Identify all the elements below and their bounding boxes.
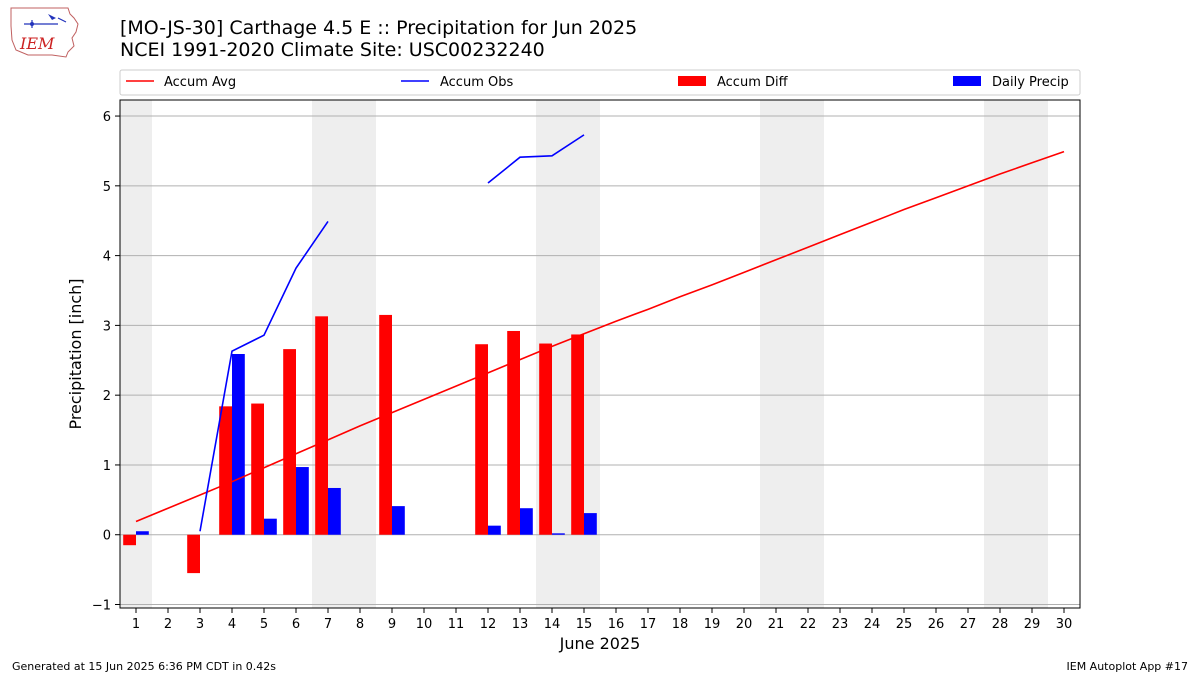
y-tick-label: 3	[103, 319, 111, 334]
accum-diff-bar-day-7	[315, 316, 328, 535]
y-tick-label: 5	[103, 180, 111, 195]
legend-swatch-daily-precip	[953, 76, 981, 86]
daily-precip-bar-day-4	[232, 354, 245, 535]
y-axis-label: Precipitation [inch]	[66, 278, 85, 429]
accum-diff-bar-day-4	[219, 406, 232, 535]
accum-diff-bar-day-1	[123, 534, 136, 546]
daily-precip-bar-day-15	[584, 513, 597, 535]
x-tick-label: 9	[388, 617, 396, 632]
plot-frame	[119, 99, 1081, 609]
legend-label-accum-diff: Accum Diff	[717, 75, 789, 90]
legend-label-daily-precip: Daily Precip	[992, 75, 1069, 90]
x-tick-label: 20	[736, 617, 753, 632]
x-tick-label: 6	[292, 617, 300, 632]
accum-diff-bar-day-3	[187, 534, 200, 574]
chart-title: [MO-JS-30] Carthage 4.5 E :: Precipitati…	[120, 17, 638, 39]
x-tick-label: 25	[896, 617, 913, 632]
daily-precip-bar-day-14	[552, 533, 565, 535]
y-tick-label: 6	[103, 110, 111, 125]
y-tick-label: 4	[103, 250, 111, 265]
legend-box	[119, 69, 1081, 96]
grid-lines	[120, 115, 1080, 606]
weekend-shade-1	[312, 100, 376, 608]
x-tick-label: 30	[1056, 617, 1073, 632]
y-tick-label: 0	[103, 529, 111, 544]
accum-diff-bar-day-6	[283, 349, 296, 535]
accum-avg-line	[135, 150, 1065, 523]
weekend-shade-2	[536, 100, 600, 608]
x-tick-label: 7	[324, 617, 332, 632]
y-tick-label: 2	[103, 389, 111, 404]
weekend-shade-3	[760, 100, 824, 608]
x-tick-label: 10	[416, 617, 433, 632]
x-tick-label: 18	[672, 617, 689, 632]
accum-diff-bar-day-14	[539, 343, 552, 535]
bars	[123, 314, 597, 574]
chart-subtitle: NCEI 1991-2020 Climate Site: USC00232240	[120, 39, 545, 61]
daily-precip-bar-day-5	[264, 518, 277, 535]
accum-diff-bar-day-5	[251, 403, 264, 535]
iem-logo: IEM	[10, 7, 79, 58]
y-tick-label: 1	[103, 459, 111, 474]
x-tick-label: 4	[228, 617, 236, 632]
x-tick-label: 1	[132, 617, 140, 632]
x-tick-label: 16	[608, 617, 625, 632]
daily-precip-bar-day-1	[136, 531, 149, 535]
daily-precip-bar-day-9	[392, 506, 405, 535]
x-axis-label: June 2025	[559, 634, 641, 653]
daily-precip-bar-day-7	[328, 487, 341, 535]
daily-precip-bar-day-13	[520, 508, 533, 535]
legend: Accum Avg Accum Obs Accum Diff Daily Pre…	[119, 69, 1081, 96]
footer-app: IEM Autoplot App #17	[1066, 660, 1189, 673]
x-tick-label: 3	[196, 617, 204, 632]
x-tick-label: 12	[480, 617, 497, 632]
accum-diff-bar-day-13	[507, 330, 520, 535]
accum-diff-bar-day-12	[475, 344, 488, 535]
x-tick-label: 8	[356, 617, 364, 632]
x-tick-label: 5	[260, 617, 268, 632]
daily-precip-bar-day-12	[488, 525, 501, 535]
y-tick-label: −1	[92, 599, 111, 614]
accum-diff-bar-day-15	[571, 334, 584, 535]
x-tick-label: 21	[768, 617, 785, 632]
x-tick-label: 13	[512, 617, 529, 632]
x-tick-label: 27	[960, 617, 977, 632]
accum-obs-line-segment-1	[487, 134, 585, 184]
x-tick-label: 14	[544, 617, 561, 632]
x-tick-label: 15	[576, 617, 593, 632]
weekend-shade-0	[120, 100, 152, 608]
x-tick-label: 11	[448, 617, 465, 632]
legend-label-accum-obs: Accum Obs	[440, 75, 513, 90]
x-tick-label: 26	[928, 617, 945, 632]
daily-precip-bar-day-6	[296, 467, 309, 535]
weekend-shading	[120, 100, 1048, 608]
x-tick-label: 28	[992, 617, 1009, 632]
accum-obs-line-segment-0	[199, 220, 329, 532]
x-tick-label: 24	[864, 617, 881, 632]
logo-text: IEM	[19, 34, 55, 53]
legend-swatch-accum-diff	[678, 76, 706, 86]
footer-generated: Generated at 15 Jun 2025 6:36 PM CDT in …	[12, 660, 277, 673]
x-tick-label: 29	[1024, 617, 1041, 632]
x-tick-label: 17	[640, 617, 657, 632]
lines	[135, 134, 1065, 532]
accum-diff-bar-day-9	[379, 314, 392, 535]
x-tick-label: 23	[832, 617, 849, 632]
weekend-shade-4	[984, 100, 1048, 608]
x-tick-label: 2	[164, 617, 172, 632]
legend-label-accum-avg: Accum Avg	[164, 75, 236, 90]
x-tick-label: 19	[704, 617, 721, 632]
x-tick-label: 22	[800, 617, 817, 632]
